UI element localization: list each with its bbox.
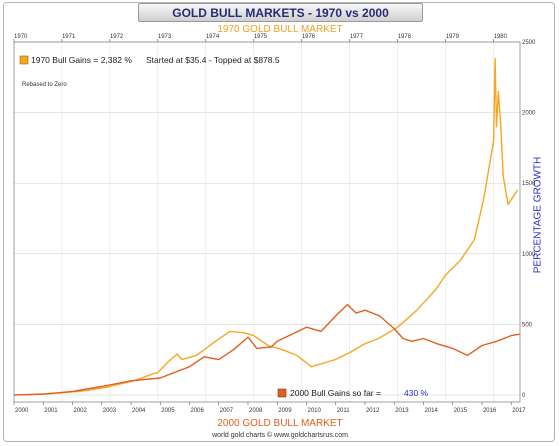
top-tick-label: 1976 — [302, 34, 316, 40]
top-tick-label: 1972 — [110, 34, 124, 40]
bottom-tick-label: 2013 — [395, 408, 409, 414]
y-tick-label: 0 — [522, 393, 526, 399]
chart-title: GOLD BULL MARKETS - 1970 vs 2000 — [138, 3, 423, 22]
bottom-tick-label: 2000 — [15, 408, 29, 414]
legend-top-label: 1970 Bull Gains = 2,382 % — [31, 55, 132, 65]
top-tick-label: 1975 — [254, 34, 268, 40]
legend-bottom-swatch — [277, 388, 287, 398]
top-tick-label: 1971 — [62, 34, 76, 40]
legend-top-swatch — [19, 55, 29, 65]
bottom-tick-label: 2009 — [278, 408, 292, 414]
y-tick-label: 1500 — [522, 181, 536, 187]
bottom-tick-label: 2002 — [73, 408, 87, 414]
chart-credit: world gold charts © www.goldchartsrus.co… — [212, 432, 348, 439]
y-tick-label: 2000 — [522, 111, 536, 117]
bottom-tick-label: 2012 — [366, 408, 380, 414]
bottom-tick-label: 2008 — [249, 408, 263, 414]
y-axis-ticks: 0 500 1000 1500 2000 2500 — [522, 40, 536, 399]
bottom-tick-label: 2017 — [512, 408, 526, 414]
top-tick-label: 1974 — [206, 34, 220, 40]
legend-top-text: Started at $35.4 - Topped at $878.5 — [146, 55, 280, 65]
bottom-tick-label: 2001 — [44, 408, 58, 414]
top-tick-label: 1973 — [158, 34, 172, 40]
y-tick-label: 500 — [522, 322, 533, 328]
rebased-note: Rebased to Zero — [22, 82, 67, 88]
bottom-tick-label: 2015 — [454, 408, 468, 414]
legend-bottom-value: 430 % — [404, 388, 429, 398]
top-axis-ticks: 1970 1971 1972 1973 1974 1975 1976 1977 1978 1979… — [13, 34, 508, 42]
bottom-tick-label: 2016 — [483, 408, 497, 414]
gridlines — [13, 41, 520, 402]
series-line-2000 — [13, 303, 521, 396]
top-tick-label: 1970 — [14, 34, 28, 40]
top-tick-label: 1977 — [350, 34, 364, 40]
top-tick-label: 1978 — [398, 34, 412, 40]
y-tick-label: 1000 — [522, 252, 536, 258]
bottom-tick-label: 2011 — [337, 408, 351, 414]
bottom-axis-ticks: 2000 2001 2002 2003 2004 2005 2006 2007 2008 2009… — [13, 402, 526, 414]
y-tick-label: 2500 — [522, 40, 536, 46]
top-axis-title: 1970 GOLD BULL MARKET — [217, 24, 343, 35]
bottom-tick-label: 2005 — [161, 408, 175, 414]
plot-border — [13, 41, 521, 403]
top-tick-label: 1979 — [446, 34, 460, 40]
series-lines — [13, 58, 521, 396]
bottom-axis-title: 2000 GOLD BULL MARKET — [217, 418, 343, 429]
legend-bottom-label: 2000 Bull Gains so far = — [290, 388, 381, 398]
bottom-tick-label: 2006 — [190, 408, 204, 414]
series-line-1970 — [13, 58, 519, 396]
bottom-tick-label: 2010 — [307, 408, 321, 414]
bottom-tick-label: 2003 — [103, 408, 117, 414]
bottom-tick-label: 2014 — [424, 408, 438, 414]
top-tick-label: 1980 — [494, 34, 508, 40]
bottom-tick-label: 2007 — [220, 408, 234, 414]
chart-frame — [3, 2, 555, 442]
bottom-tick-label: 2004 — [132, 408, 146, 414]
